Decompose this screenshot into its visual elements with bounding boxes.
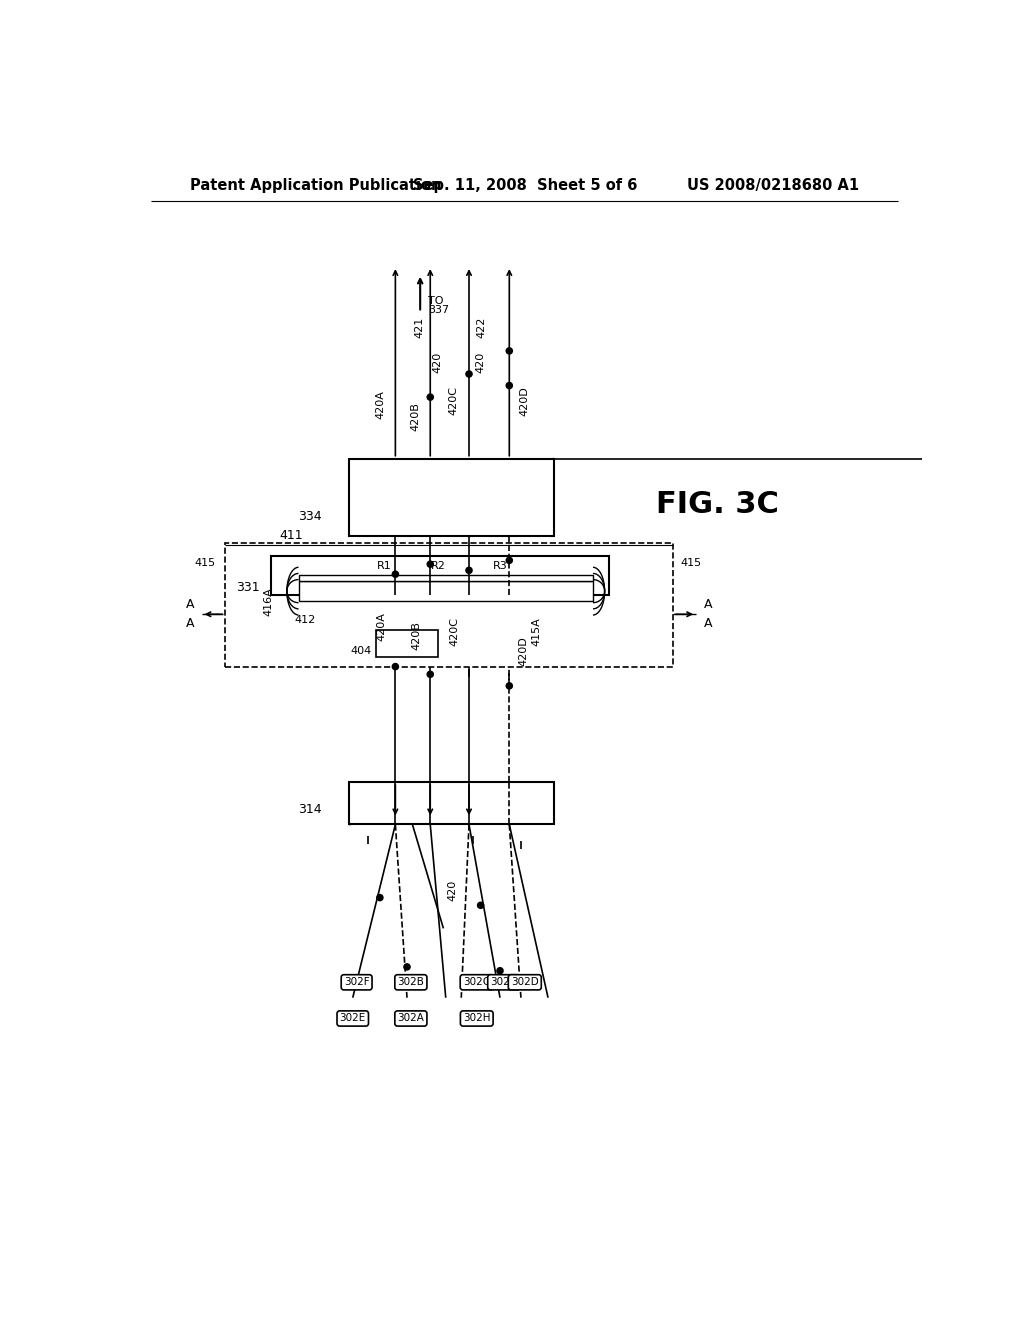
Circle shape — [466, 371, 472, 378]
Circle shape — [506, 348, 512, 354]
Text: A: A — [703, 598, 712, 611]
Text: A: A — [185, 616, 195, 630]
Text: 302H: 302H — [463, 1014, 490, 1023]
Text: 302E: 302E — [340, 1014, 366, 1023]
Text: Patent Application Publication: Patent Application Publication — [190, 178, 441, 193]
Text: 420C: 420C — [449, 387, 459, 416]
Text: 420D: 420D — [518, 636, 528, 667]
Text: 412: 412 — [295, 615, 315, 626]
Bar — [299, 576, 593, 581]
Text: R1: R1 — [377, 561, 391, 570]
Text: 420C: 420C — [450, 618, 460, 647]
Circle shape — [392, 572, 398, 577]
Text: 420D: 420D — [519, 385, 529, 416]
Circle shape — [403, 964, 410, 970]
Bar — [299, 581, 593, 601]
Text: 302G: 302G — [463, 977, 490, 987]
Text: A: A — [703, 616, 712, 630]
Text: 302B: 302B — [397, 977, 424, 987]
Text: TO: TO — [428, 296, 443, 306]
Text: 416A: 416A — [263, 587, 273, 615]
Text: 420B: 420B — [411, 622, 421, 651]
Text: 302D: 302D — [511, 977, 539, 987]
Text: 411: 411 — [280, 529, 303, 543]
Text: 415A: 415A — [531, 618, 541, 647]
Circle shape — [506, 383, 512, 388]
Circle shape — [427, 561, 433, 568]
Text: 415: 415 — [195, 557, 216, 568]
Circle shape — [506, 682, 512, 689]
Text: 420A: 420A — [376, 391, 385, 420]
Text: R3: R3 — [493, 561, 507, 570]
Text: 337: 337 — [428, 305, 450, 315]
Text: 334: 334 — [298, 510, 322, 523]
Text: 302F: 302F — [344, 977, 370, 987]
Circle shape — [427, 395, 433, 400]
Circle shape — [497, 968, 503, 974]
Text: 421: 421 — [414, 317, 424, 338]
Bar — [349, 459, 554, 536]
Text: 420B: 420B — [411, 401, 420, 430]
Text: 420: 420 — [475, 352, 485, 374]
Text: 314: 314 — [298, 803, 322, 816]
Text: 420: 420 — [447, 879, 458, 900]
Bar — [271, 557, 608, 595]
Text: 422: 422 — [477, 317, 486, 338]
Bar — [376, 630, 438, 657]
Text: 420: 420 — [432, 352, 442, 374]
Circle shape — [427, 671, 433, 677]
Text: R2: R2 — [430, 561, 445, 570]
Text: Sep. 11, 2008  Sheet 5 of 6: Sep. 11, 2008 Sheet 5 of 6 — [413, 178, 637, 193]
Text: FIG. 3C: FIG. 3C — [655, 491, 778, 519]
Circle shape — [477, 903, 483, 908]
Text: A: A — [185, 598, 195, 611]
Text: 302A: 302A — [397, 1014, 424, 1023]
Bar — [349, 781, 554, 825]
Text: US 2008/0218680 A1: US 2008/0218680 A1 — [687, 178, 859, 193]
Bar — [225, 544, 673, 667]
Text: 415: 415 — [681, 557, 701, 568]
Text: 302C: 302C — [490, 977, 517, 987]
Circle shape — [392, 664, 398, 669]
Text: 331: 331 — [237, 581, 260, 594]
Text: 404: 404 — [351, 647, 372, 656]
Circle shape — [466, 568, 472, 573]
Text: 420A: 420A — [376, 612, 386, 642]
Circle shape — [506, 557, 512, 564]
Circle shape — [377, 895, 383, 900]
